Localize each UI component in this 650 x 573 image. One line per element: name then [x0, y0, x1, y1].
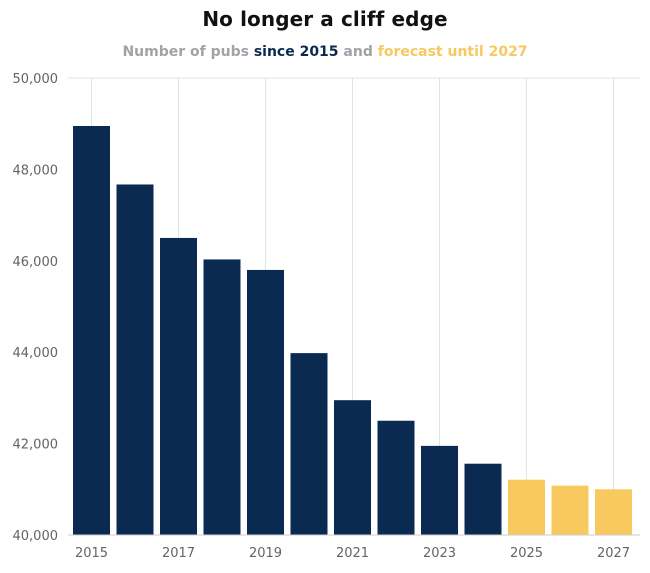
chart-title: No longer a cliff edge: [202, 7, 448, 31]
y-tick-label-50000: 50,000: [13, 72, 59, 87]
bar-2022: [377, 420, 415, 535]
bar-2024: [464, 463, 502, 535]
x-tick-label-2023: 2023: [423, 546, 456, 561]
x-tick-label-2015: 2015: [75, 546, 108, 561]
bar-2025: [508, 479, 545, 535]
x-tick-label-2017: 2017: [162, 546, 195, 561]
bar-2023: [421, 445, 458, 535]
bar-2016: [116, 184, 154, 535]
x-tick-label-2025: 2025: [510, 546, 543, 561]
x-tick-label-2019: 2019: [249, 546, 282, 561]
bar-2017: [160, 237, 197, 535]
bar-2027: [595, 489, 632, 535]
bar-2018: [203, 259, 241, 535]
x-tick-label-2021: 2021: [336, 546, 369, 561]
x-tick-label-2027: 2027: [597, 546, 630, 561]
bar-2019: [247, 269, 284, 535]
bar-2015: [73, 125, 110, 536]
y-tick-label-46000: 46,000: [13, 255, 59, 270]
y-tick-label-42000: 42,000: [13, 438, 59, 453]
x-tick-labels: 2015 2017 2019 2021 2023 2025 2027: [75, 546, 630, 561]
bars: [73, 125, 632, 536]
bar-2020: [290, 353, 328, 535]
bar-2026: [551, 485, 589, 535]
y-tick-label-44000: 44,000: [13, 346, 59, 361]
subtitle-part-4: forecast until 2027: [377, 44, 528, 60]
bar-2021: [334, 400, 371, 535]
y-tick-label-40000: 40,000: [13, 529, 59, 544]
subtitle-part-3: and: [343, 44, 373, 60]
y-tick-labels: 40,000 42,000 44,000 46,000 48,000 50,000: [13, 72, 59, 544]
subtitle-part-1: Number of pubs: [122, 44, 249, 60]
chart-subtitle: Number of pubs since 2015 and forecast u…: [0, 44, 650, 60]
y-tick-label-48000: 48,000: [13, 163, 59, 178]
subtitle-part-2: since 2015: [253, 44, 339, 60]
